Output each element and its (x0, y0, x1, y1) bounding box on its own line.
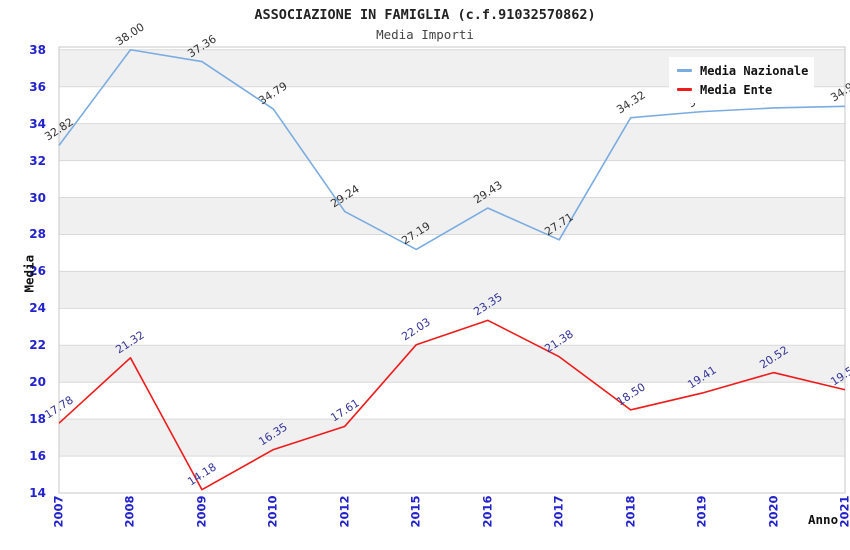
x-tick-label: 2020 (766, 495, 781, 528)
legend-swatch-nazionale-icon (677, 69, 692, 72)
plot-band (59, 271, 845, 309)
y-axis-title: Media (21, 254, 37, 293)
legend-label: Media Ente (700, 82, 773, 97)
legend-item-media-nazionale[interactable]: Media Nazionale (677, 64, 814, 78)
legend: Media Nazionale Media Ente (669, 57, 814, 103)
series-line-nazionale (58, 48, 846, 251)
plot-band (59, 123, 845, 161)
plot-band (59, 419, 845, 457)
x-tick-label: 2021 (837, 495, 850, 528)
x-tick-label: 2008 (122, 495, 137, 528)
x-tick-label: 2009 (194, 495, 209, 528)
x-tick-label: 2018 (623, 495, 638, 528)
x-tick-label: 2012 (337, 495, 352, 528)
y-tick-label: 38 (29, 42, 46, 57)
y-tick-label: 30 (29, 190, 46, 205)
legend-label: Media Nazionale (700, 63, 809, 78)
y-tick-label: 28 (29, 227, 46, 242)
x-tick-label: 2019 (694, 495, 709, 528)
chart-title: ASSOCIAZIONE IN FAMIGLIA (c.f.9103257086… (254, 7, 596, 23)
plot-band (59, 345, 845, 383)
x-tick-label: 2015 (408, 495, 423, 528)
x-axis-title: Anno (808, 512, 839, 527)
legend-item-media-ente[interactable]: Media Ente (677, 83, 814, 97)
plot-border (58, 46, 846, 494)
y-tick-label: 24 (29, 301, 46, 316)
y-tick-label: 14 (29, 486, 46, 500)
chart-subtitle: Media Importi (376, 27, 474, 42)
y-tick-label: 20 (29, 375, 46, 390)
x-tick-label: 2007 (51, 495, 66, 528)
x-tick-label: 2016 (480, 495, 495, 528)
y-tick-label: 16 (29, 449, 46, 464)
x-tick-label: 2010 (265, 495, 280, 528)
y-tick-label: 32 (29, 153, 46, 168)
y-tick-label: 26 (29, 264, 46, 279)
x-tick-label: 2017 (551, 495, 566, 528)
legend-swatch-ente-icon (677, 88, 692, 91)
y-tick-label: 22 (29, 338, 46, 353)
series-line-ente (58, 319, 846, 491)
y-tick-label: 18 (29, 412, 46, 427)
y-tick-label: 36 (29, 79, 46, 94)
y-tick-label: 34 (29, 116, 46, 131)
